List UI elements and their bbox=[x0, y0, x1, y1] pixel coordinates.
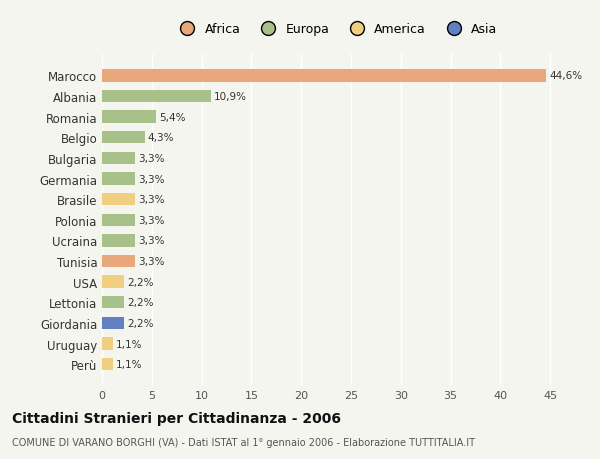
Legend: Africa, Europa, America, Asia: Africa, Europa, America, Asia bbox=[170, 18, 502, 41]
Bar bbox=[102, 317, 124, 330]
Text: 1,1%: 1,1% bbox=[116, 339, 142, 349]
Text: Cittadini Stranieri per Cittadinanza - 2006: Cittadini Stranieri per Cittadinanza - 2… bbox=[12, 411, 341, 425]
Text: 4,3%: 4,3% bbox=[148, 133, 175, 143]
Text: 2,2%: 2,2% bbox=[127, 318, 154, 328]
Bar bbox=[102, 91, 211, 103]
Bar bbox=[102, 152, 135, 165]
Bar bbox=[102, 194, 135, 206]
Text: 3,3%: 3,3% bbox=[138, 236, 164, 246]
Bar bbox=[102, 235, 135, 247]
Text: 3,3%: 3,3% bbox=[138, 195, 164, 205]
Text: 2,2%: 2,2% bbox=[127, 277, 154, 287]
Bar bbox=[102, 70, 546, 83]
Text: 5,4%: 5,4% bbox=[159, 112, 185, 123]
Text: 3,3%: 3,3% bbox=[138, 154, 164, 163]
Text: 2,2%: 2,2% bbox=[127, 297, 154, 308]
Bar bbox=[102, 276, 124, 288]
Bar bbox=[102, 214, 135, 226]
Text: 3,3%: 3,3% bbox=[138, 215, 164, 225]
Bar bbox=[102, 358, 113, 370]
Text: 44,6%: 44,6% bbox=[549, 71, 582, 81]
Bar bbox=[102, 255, 135, 268]
Text: 1,1%: 1,1% bbox=[116, 359, 142, 369]
Bar bbox=[102, 338, 113, 350]
Bar bbox=[102, 173, 135, 185]
Text: 10,9%: 10,9% bbox=[214, 92, 247, 102]
Text: 3,3%: 3,3% bbox=[138, 257, 164, 267]
Bar bbox=[102, 132, 145, 144]
Text: 3,3%: 3,3% bbox=[138, 174, 164, 184]
Bar bbox=[102, 111, 156, 123]
Bar bbox=[102, 297, 124, 309]
Text: COMUNE DI VARANO BORGHI (VA) - Dati ISTAT al 1° gennaio 2006 - Elaborazione TUTT: COMUNE DI VARANO BORGHI (VA) - Dati ISTA… bbox=[12, 437, 475, 447]
